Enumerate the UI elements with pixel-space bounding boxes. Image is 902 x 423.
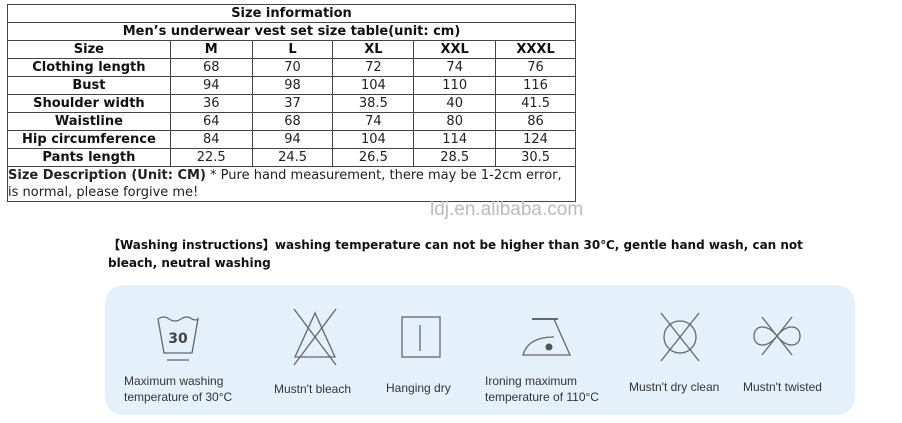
wash-30-icon: 30 [157, 316, 199, 361]
care-label: Mustn't dry clean [629, 380, 720, 394]
size-value: 70 [251, 58, 334, 77]
size-value: 74 [413, 58, 497, 77]
table-row: Bust 94 98 104 110 116 [7, 76, 576, 95]
watermark: ldj.en.alibaba.com [430, 199, 584, 220]
size-value: 98 [251, 76, 334, 95]
header-cell: Size [7, 40, 171, 59]
size-value: 84 [169, 130, 253, 149]
table-row: Pants length 22.5 24.5 26.5 28.5 30.5 [7, 148, 576, 167]
header-cell: XXXL [495, 40, 576, 59]
care-label: Hanging dry [386, 381, 451, 395]
header-cell: M [169, 40, 253, 59]
hang-dry-icon [401, 316, 441, 358]
size-value: 30.5 [495, 148, 576, 167]
size-value: 104 [332, 76, 415, 95]
care-item-wash: 30 Maximum washing temperature of 30°C [105, 285, 255, 415]
table-subtitle: Men’s underwear vest set size table(unit… [7, 22, 576, 41]
row-label: Clothing length [7, 58, 171, 77]
size-value: 22.5 [169, 148, 253, 167]
size-description: Size Description (Unit: CM) * Pure hand … [7, 166, 576, 202]
washing-instructions: 【Washing instructions】washing temperatur… [108, 238, 803, 270]
size-value: 104 [332, 130, 415, 149]
table-row: Waistline 64 68 74 80 86 [7, 112, 576, 131]
size-value: 24.5 [251, 148, 334, 167]
size-value: 110 [413, 76, 497, 95]
svg-text:30: 30 [168, 331, 188, 347]
size-value: 76 [495, 58, 576, 77]
size-value: 36 [169, 94, 253, 113]
care-item-bleach: Mustn't bleach [255, 285, 370, 415]
size-value: 116 [495, 76, 576, 95]
table-title: Size information [7, 4, 576, 23]
care-label: Maximum washing temperature of 30°C [124, 374, 233, 404]
size-value: 72 [332, 58, 415, 77]
size-value: 80 [413, 112, 497, 131]
row-label: Pants length [7, 148, 171, 167]
no-bleach-icon [293, 308, 337, 366]
size-value: 74 [332, 112, 415, 131]
care-item-hang: Hanging dry [370, 285, 475, 415]
size-value: 94 [169, 76, 253, 95]
table-row: Hip circumference 84 94 104 114 124 [7, 130, 576, 149]
size-value: 41.5 [495, 94, 576, 113]
description-text: * Pure hand measurement, there may be 1-… [8, 168, 562, 200]
size-value: 40 [413, 94, 497, 113]
table-row: Clothing length 68 70 72 74 76 [7, 58, 576, 77]
size-value: 94 [251, 130, 334, 149]
row-label: Hip circumference [7, 130, 171, 149]
no-dry-clean-icon [660, 312, 700, 362]
header-cell: XL [332, 40, 415, 59]
iron-low-icon [522, 318, 572, 356]
table-row: Shoulder width 36 37 38.5 40 41.5 [7, 94, 576, 113]
row-label: Waistline [7, 112, 171, 131]
row-label: Bust [7, 76, 171, 95]
size-value: 38.5 [332, 94, 415, 113]
header-cell: L [251, 40, 334, 59]
description-label: Size Description (Unit: CM) [8, 168, 206, 183]
care-label: Ironing maximum temperature of 110°C [485, 374, 599, 404]
size-table: Size information Men’s underwear vest se… [7, 4, 576, 202]
row-label: Shoulder width [7, 94, 171, 113]
no-wring-icon [753, 316, 801, 356]
size-value: 114 [413, 130, 497, 149]
care-symbols-panel: 30 Maximum washing temperature of 30°C M… [105, 285, 855, 415]
size-value: 37 [251, 94, 334, 113]
size-value: 86 [495, 112, 576, 131]
care-label: Mustn't bleach [274, 382, 351, 396]
care-item-iron: Ironing maximum temperature of 110°C [475, 285, 625, 415]
size-value: 124 [495, 130, 576, 149]
size-value: 68 [169, 58, 253, 77]
size-value: 68 [251, 112, 334, 131]
table-header: Size M L XL XXL XXXL [7, 40, 576, 59]
size-value: 64 [169, 112, 253, 131]
size-value: 28.5 [413, 148, 497, 167]
size-value: 26.5 [332, 148, 415, 167]
care-item-wring: Mustn't twisted [740, 285, 855, 415]
care-item-dryclean: Mustn't dry clean [625, 285, 740, 415]
header-cell: XXL [413, 40, 497, 59]
care-label: Mustn't twisted [743, 380, 822, 394]
